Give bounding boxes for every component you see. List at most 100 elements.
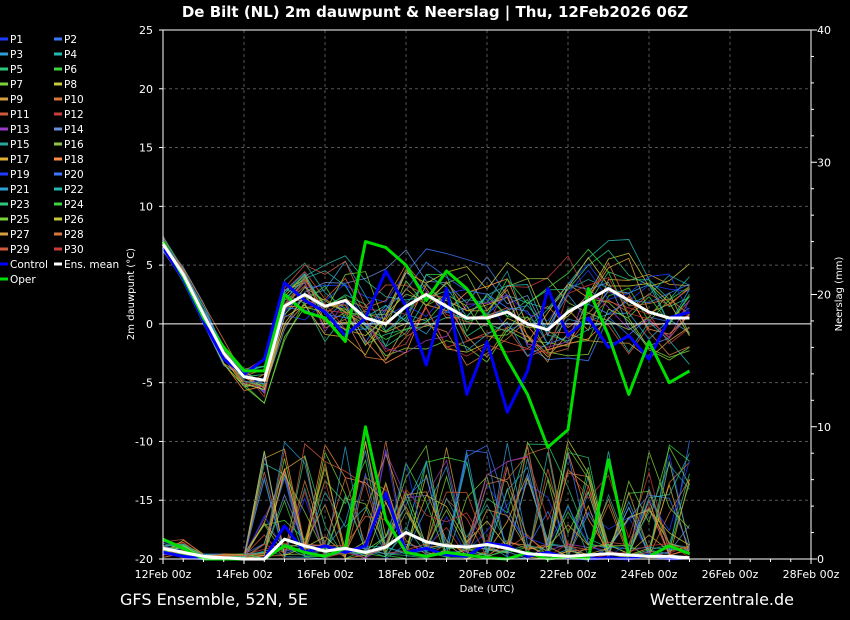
member-dewpoint-line <box>162 243 690 387</box>
legend-label: P26 <box>64 214 84 226</box>
legend-label: P12 <box>64 109 84 121</box>
legend-label: P9 <box>10 94 23 106</box>
x-axis-ticks: 12Feb 00z 14Feb 00z 16Feb 00z 18Feb 00z 20Fe… <box>135 559 840 581</box>
legend-label: P23 <box>10 199 30 211</box>
y-tick-label: -5 <box>142 377 153 390</box>
legend-item: P30 <box>54 244 84 256</box>
legend-item: P2 <box>54 34 77 46</box>
legend-label: P4 <box>64 49 77 61</box>
legend-item: P19 <box>0 169 30 181</box>
y-axis-label: 2m dauwpunt (°C) <box>126 248 137 340</box>
x-tick-label: 12Feb 00z <box>135 568 192 581</box>
legend-label: P18 <box>64 154 84 166</box>
legend-label: P11 <box>10 109 30 121</box>
y-tick-label: 5 <box>146 259 153 272</box>
x-tick-label: 16Feb 00z <box>297 568 354 581</box>
legend-item: P22 <box>54 184 84 196</box>
legend-item: P16 <box>54 139 84 151</box>
oper-dewpoint-line <box>161 240 691 449</box>
chart-title: De Bilt (NL) 2m dauwpunt & Neerslag | Th… <box>182 3 688 22</box>
legend-item: P7 <box>0 79 23 91</box>
legend-label: P16 <box>64 139 84 151</box>
x-tick-label: 28Feb 00z <box>783 568 840 581</box>
legend-label: P25 <box>10 214 30 226</box>
x-tick-label: 18Feb 00z <box>378 568 435 581</box>
member-dewpoint-line <box>162 241 690 389</box>
legend-label: P6 <box>64 64 77 76</box>
legend-label: P2 <box>64 34 77 46</box>
legend-item: P8 <box>54 79 77 91</box>
legend-label: Oper <box>10 274 36 286</box>
y-tick-label: 20 <box>139 83 153 96</box>
legend-label: P10 <box>64 94 84 106</box>
y-tick-label: -10 <box>135 435 153 448</box>
legend-item: Control <box>0 259 48 271</box>
x-tick-label: 22Feb 00z <box>540 568 597 581</box>
legend-label: P22 <box>64 184 84 196</box>
legend-label: P24 <box>64 199 84 211</box>
legend-label: P20 <box>64 169 84 181</box>
legend-item: P29 <box>0 244 30 256</box>
legend-item: P14 <box>54 124 84 136</box>
y-tick-label: 10 <box>139 200 153 213</box>
y-tick-label: 25 <box>139 24 153 37</box>
y2-tick-label: 30 <box>817 156 831 169</box>
legend-label: P13 <box>10 124 30 136</box>
legend-item: P9 <box>0 94 23 106</box>
legend-item: Ens. mean <box>54 259 119 271</box>
legend-item: P11 <box>0 109 30 121</box>
legend-label: P14 <box>64 124 84 136</box>
legend-label: P19 <box>10 169 30 181</box>
member-dewpoint-line <box>162 247 690 398</box>
legend-item: P26 <box>54 214 84 226</box>
legend-item: P28 <box>54 229 84 241</box>
member-dewpoint-line <box>162 249 690 391</box>
legend-item: P10 <box>54 94 84 106</box>
legend-item: P13 <box>0 124 30 136</box>
y-tick-label: -15 <box>135 494 153 507</box>
legend-label: P1 <box>10 34 23 46</box>
member-precip-line <box>162 444 690 559</box>
legend-label: P17 <box>10 154 30 166</box>
legend-item: P4 <box>54 49 77 61</box>
legend-label: P29 <box>10 244 30 256</box>
x-tick-label: 14Feb 00z <box>216 568 273 581</box>
y2-tick-label: 0 <box>817 553 824 566</box>
ensemble-members <box>162 235 690 561</box>
y-axis-ticks: 25 20 15 10 5 0 -5 -10 -15 -20 <box>135 24 163 566</box>
x-tick-label: 20Feb 00z <box>459 568 516 581</box>
member-dewpoint-line <box>162 240 690 385</box>
legend-item: P17 <box>0 154 30 166</box>
legend-label: P3 <box>10 49 23 61</box>
member-precip-line <box>162 491 690 560</box>
y-tick-label: 0 <box>146 318 153 331</box>
legend-item: P12 <box>54 109 84 121</box>
y2-tick-label: 10 <box>817 421 831 434</box>
legend-label: P27 <box>10 229 30 241</box>
legend-label: P15 <box>10 139 30 151</box>
footer-source-right: Wetterzentrale.de <box>650 590 794 609</box>
y2-tick-label: 20 <box>817 289 831 302</box>
y-tick-label: -20 <box>135 553 153 566</box>
legend-item: P5 <box>0 64 23 76</box>
y2-tick-label: 40 <box>817 24 831 37</box>
legend-item: P20 <box>54 169 84 181</box>
legend-label: P5 <box>10 64 23 76</box>
ens-mean-dewpoint-line <box>161 243 690 382</box>
member-precip-line <box>162 444 690 559</box>
y2-axis-ticks: 40 30 20 10 0 <box>811 24 831 566</box>
legend-item: P23 <box>0 199 30 211</box>
footer-source-left: GFS Ensemble, 52N, 5E <box>120 590 308 609</box>
x-tick-label: 24Feb 00z <box>621 568 678 581</box>
legend-item: P18 <box>54 154 84 166</box>
member-precip-line <box>162 450 690 560</box>
control-dewpoint-line <box>161 246 690 414</box>
legend-item: P3 <box>0 49 23 61</box>
member-precip-line <box>162 449 690 559</box>
legend-label: P7 <box>10 79 23 91</box>
x-tick-label: 26Feb 00z <box>702 568 759 581</box>
y2-axis-label: Neerslag (mm) <box>834 256 845 331</box>
legend: P1 P2 P3 P4 P5 P6 P7 P8 P9 P10 P11 P12 P13 P14 P15 P16 P… <box>0 34 119 286</box>
legend-label: P21 <box>10 184 30 196</box>
